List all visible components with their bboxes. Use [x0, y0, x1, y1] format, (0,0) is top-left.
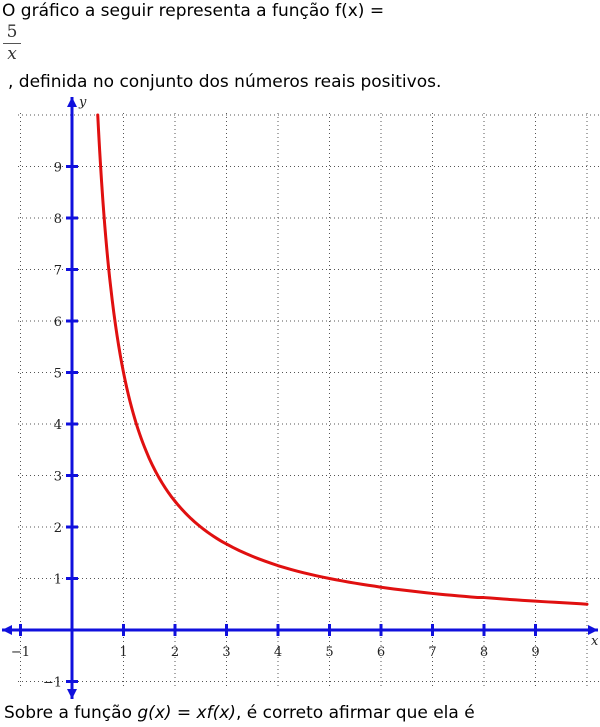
x-tick-label: 5: [325, 645, 333, 660]
fraction-5-over-x: 5 x: [3, 22, 21, 63]
y-tick-label: −1: [43, 676, 62, 691]
x-tick-label: 2: [171, 645, 179, 660]
x-tick-label: −1: [11, 645, 30, 660]
y-tick-label: 8: [54, 212, 62, 227]
x-tick-label: 1: [119, 645, 127, 660]
y-axis-arrow-up: [67, 97, 77, 107]
axes: [2, 97, 598, 699]
fraction-denominator: x: [7, 44, 17, 64]
question-post: , é correto afirmar que ela é: [235, 703, 475, 723]
intro-text: O gráfico a seguir representa a função f…: [2, 1, 385, 21]
question-function: g(x) = xf(x): [137, 703, 236, 723]
fraction-numerator: 5: [6, 22, 18, 42]
y-tick-label: 5: [54, 367, 62, 382]
fraction-bar: [3, 43, 21, 44]
curve-layer: [96, 113, 589, 606]
y-tick-label: 4: [54, 418, 62, 433]
domain-text: , definida no conjunto dos números reais…: [8, 72, 442, 92]
x-tick-label: 4: [274, 645, 282, 660]
x-axis-arrow-left: [2, 625, 12, 635]
question-pre: Sobre a função: [4, 703, 138, 723]
y-tick-label: 9: [54, 161, 62, 176]
y-tick-label: 6: [54, 315, 62, 330]
y-tick-label: 3: [54, 470, 62, 485]
curve-5-over-x: [96, 113, 589, 606]
x-axis-arrow-right: [588, 625, 598, 635]
y-axis-arrow-down: [67, 689, 77, 699]
x-axis-label: x: [591, 634, 599, 649]
x-tick-label: 3: [222, 645, 230, 660]
y-tick-label: 7: [54, 264, 62, 279]
tick-labels: x y −1 1 2 3 4 5 6 7 8 9 −1 1 2 3 4 5 6 7 8 9: [11, 95, 599, 691]
question-text: Sobre a função g(x) = xf(x), é correto a…: [4, 702, 475, 724]
x-tick-label: 8: [480, 645, 488, 660]
y-tick-label: 2: [54, 521, 62, 536]
x-tick-label: 9: [531, 645, 539, 660]
tick-marks: [19, 165, 537, 683]
y-axis-label: y: [78, 95, 87, 110]
function-graph: x y −1 1 2 3 4 5 6 7 8 9 −1 1 2 3 4 5 6 7 8 9: [2, 95, 600, 699]
x-tick-label: 7: [428, 645, 436, 660]
y-tick-label: 1: [54, 573, 62, 588]
x-tick-label: 6: [377, 645, 385, 660]
